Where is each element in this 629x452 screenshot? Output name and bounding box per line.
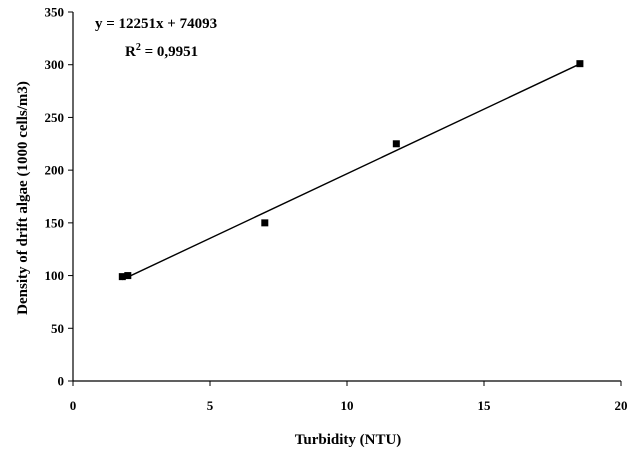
trendline (122, 64, 580, 280)
points-layer (119, 60, 584, 280)
x-tick-label: 10 (341, 398, 354, 413)
trendline-equation: y = 12251x + 74093 (95, 16, 217, 32)
y-tick-label: 300 (45, 57, 65, 72)
x-tick-label: 20 (615, 398, 628, 413)
y-tick-label: 250 (45, 110, 65, 125)
r-squared-value: = 0,9951 (141, 44, 198, 60)
y-tick-label: 0 (58, 374, 65, 389)
x-axis-title: Turbidity (NTU) (295, 432, 402, 448)
axes-layer (73, 12, 621, 381)
x-tick-label: 5 (207, 398, 214, 413)
data-point (393, 140, 400, 147)
y-tick-label: 350 (45, 5, 65, 20)
x-tick-label: 15 (478, 398, 492, 413)
y-tick-label: 150 (45, 215, 65, 230)
r-squared-label: R2 = 0,9951 (125, 42, 198, 60)
y-tick-label: 100 (45, 268, 65, 283)
y-tick-label: 200 (45, 163, 65, 178)
data-point (261, 219, 268, 226)
y-tick-label: 50 (51, 321, 64, 336)
x-tick-label: 0 (70, 398, 77, 413)
data-point (576, 60, 583, 67)
y-axis-title: Density of drift algae (1000 cells/m3) (15, 81, 31, 315)
trendline-layer (122, 64, 580, 280)
ticks-layer: 0 50 100 150 200 250 300 350 0 5 10 15 20 (45, 5, 628, 414)
data-point (124, 272, 131, 279)
r-squared-symbol: R (125, 44, 136, 60)
